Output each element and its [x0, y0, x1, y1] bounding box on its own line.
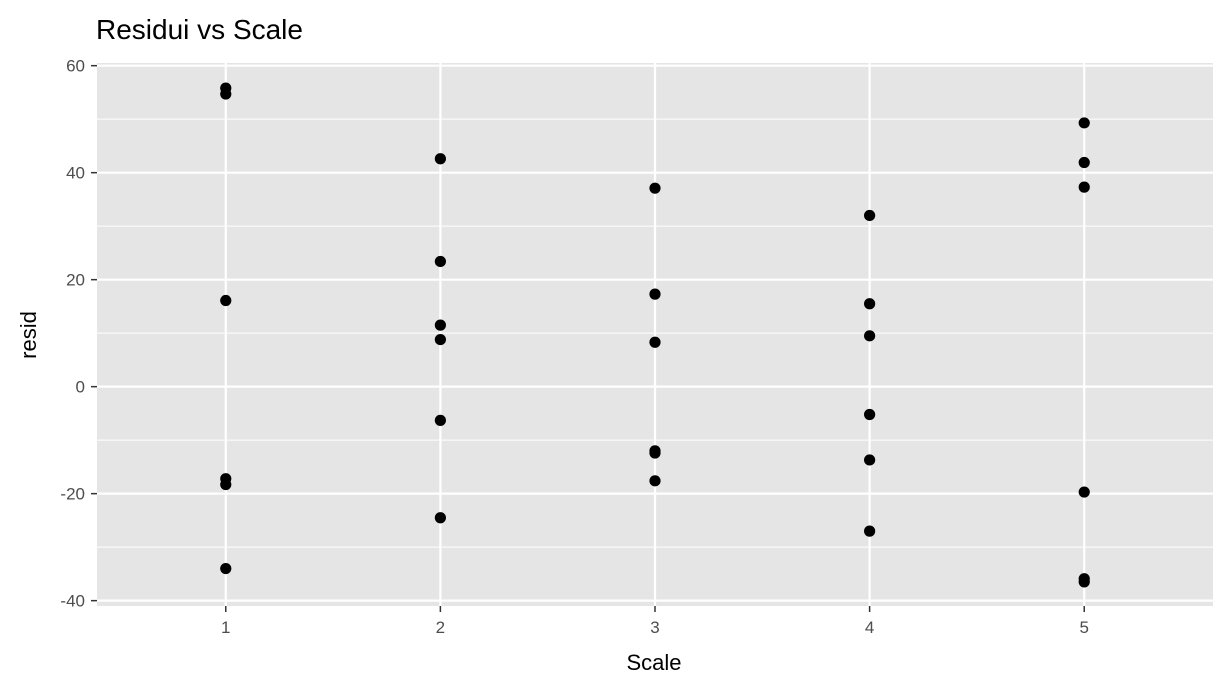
- x-tick-label: 2: [436, 618, 445, 637]
- data-point: [864, 454, 876, 466]
- y-tick-label: -20: [60, 485, 85, 504]
- data-point: [220, 294, 232, 307]
- data-point: [1078, 181, 1090, 193]
- data-points: [220, 82, 1090, 588]
- data-point: [434, 512, 446, 524]
- x-tick-label: 1: [221, 618, 230, 637]
- data-point: [1078, 117, 1090, 129]
- data-point: [649, 475, 661, 487]
- data-point: [864, 330, 876, 342]
- x-tick-label: 4: [865, 618, 874, 637]
- data-point: [649, 182, 661, 194]
- data-point: [434, 255, 446, 268]
- data-point: [864, 525, 876, 537]
- data-point: [864, 408, 876, 421]
- axes: -40 -20 0 20 40 60 1 2 3 4 5: [60, 57, 1089, 637]
- data-point: [434, 153, 446, 165]
- x-tick-label: 3: [650, 618, 659, 637]
- data-point: [649, 447, 661, 459]
- data-point: [434, 319, 446, 331]
- data-point: [434, 414, 446, 426]
- data-point: [1078, 486, 1090, 498]
- data-point: [864, 298, 876, 310]
- data-point: [649, 288, 661, 300]
- data-point: [220, 562, 232, 575]
- data-point: [864, 209, 876, 222]
- y-axis-title: resid: [16, 311, 41, 359]
- x-axis-title: Scale: [626, 650, 681, 675]
- data-point: [220, 88, 232, 100]
- y-tick-label: 20: [66, 271, 85, 290]
- y-tick-label: 60: [66, 57, 85, 76]
- x-tick-label: 5: [1079, 618, 1088, 637]
- data-point: [434, 333, 446, 346]
- y-tick-label: 40: [66, 164, 85, 183]
- y-tick-label: -40: [60, 592, 85, 611]
- data-point: [220, 478, 232, 491]
- data-point: [1078, 156, 1090, 169]
- data-point: [1078, 576, 1090, 588]
- y-tick-label: 0: [76, 378, 85, 397]
- data-point: [649, 336, 661, 348]
- chart-title: Residui vs Scale: [96, 14, 303, 45]
